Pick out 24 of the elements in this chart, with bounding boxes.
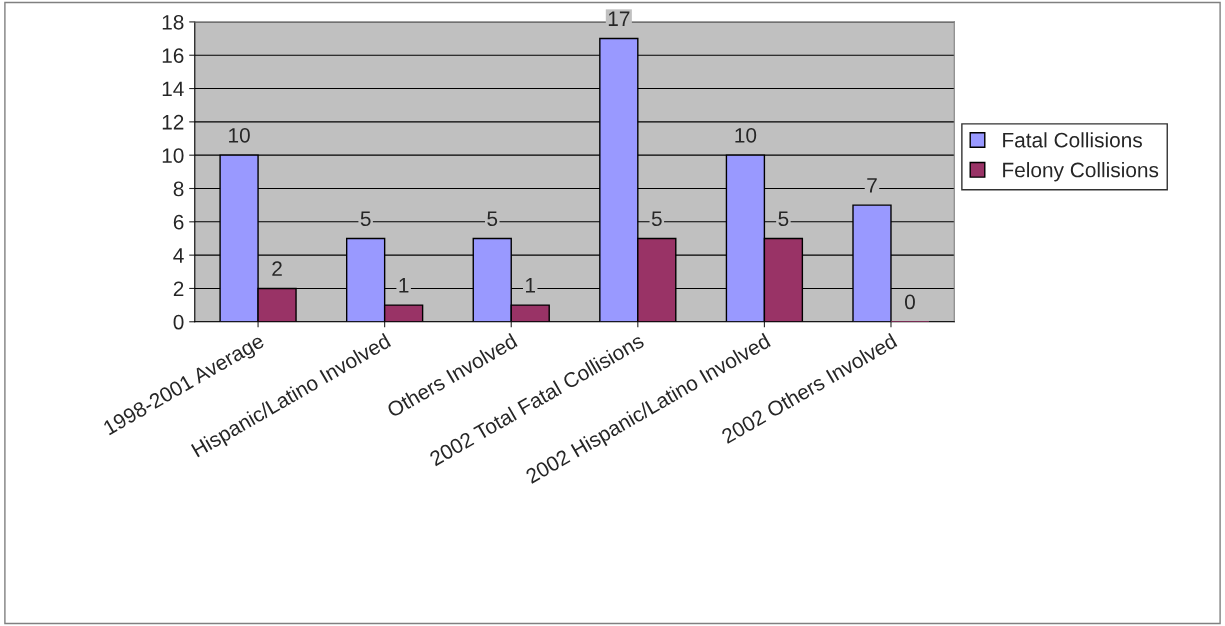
data-label: 17 xyxy=(608,11,630,26)
data-label: 1 xyxy=(526,278,535,293)
data-label: 1 xyxy=(399,278,409,293)
data-label: 5 xyxy=(651,211,662,227)
y-tick-label: 4 xyxy=(173,248,184,263)
data-label: 7 xyxy=(867,178,877,193)
data-label: 5 xyxy=(360,211,371,227)
y-tick-label: 10 xyxy=(162,148,184,163)
legend-label: Felony Collisions xyxy=(1003,162,1159,182)
data-label: 5 xyxy=(778,211,789,227)
y-tick-label: 0 xyxy=(173,314,184,330)
data-label: 2 xyxy=(272,261,282,276)
y-tick-label: 2 xyxy=(173,281,184,296)
legend-label: Fatal Collisions xyxy=(1003,132,1142,148)
data-label: 10 xyxy=(735,127,757,143)
data-label: 0 xyxy=(904,294,915,310)
y-tick-label: 14 xyxy=(162,81,184,97)
y-tick-label: 8 xyxy=(173,181,184,197)
y-tick-label: 18 xyxy=(162,14,184,30)
data-label: 10 xyxy=(229,127,250,143)
y-tick-label: 16 xyxy=(162,48,184,63)
data-label: 5 xyxy=(487,211,498,227)
y-tick-label: 12 xyxy=(162,114,184,130)
y-tick-label: 6 xyxy=(173,214,184,230)
